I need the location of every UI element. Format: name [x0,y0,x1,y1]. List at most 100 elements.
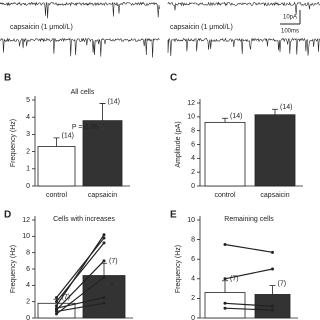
y-tick-label: 2 [26,148,30,155]
y-tick-label: 6 [191,141,195,148]
paired-point [102,233,106,237]
y-tick-label: 4 [26,282,30,289]
paired-point [102,236,106,240]
y-tick-label: 12 [187,100,195,107]
trace [167,37,320,57]
paired-point [102,301,106,305]
y-tick-label: 0 [191,315,195,320]
y-tick-label: 10 [187,217,195,224]
paired-point [223,306,227,310]
scale-label: 100ms [281,29,299,35]
paired-point [102,275,106,279]
y-tick-label: 6 [191,256,195,263]
y-tick-label: 10 [22,233,30,240]
trace-label: capsaicin (1 μmol/L) [170,24,233,31]
paired-point [223,301,227,305]
paired-line [224,268,273,280]
x-tick-label: control [46,192,67,199]
error-bar [53,137,60,147]
n-label: (7) [62,294,71,301]
panel-title: Cells with increases [53,216,115,223]
y-tick-label: 8 [26,250,30,257]
y-tick-label: 4 [191,276,195,283]
y-tick-label: 2 [26,299,30,306]
trace [0,1,160,19]
y-axis-label: Frequency (Hz) [175,245,182,293]
y-tick-label: 10 [187,114,195,121]
panel-letter: D [4,210,11,221]
panel-letter: C [170,73,177,84]
paired-point [55,306,58,310]
error-bar [222,117,228,123]
y-tick-label: 8 [191,128,195,135]
annotation: * [111,283,114,290]
paired-point [55,312,58,316]
paired-line [56,242,105,303]
error-bar [101,262,107,276]
bar [254,114,296,187]
trace-label: capsaicin (1 μmol/L) [10,24,73,31]
panel-letter: B [4,73,11,84]
paired-line [56,302,105,313]
n-label: (7) [230,276,239,283]
bar [204,292,246,319]
n-label: (14) [280,104,292,111]
n-label: (7) [109,258,118,265]
y-tick-label: 1 [26,166,30,173]
paired-line [224,302,273,307]
y-tick-label: 3 [26,131,30,138]
paired-line [56,296,105,309]
y-tick-label: 8 [191,236,195,243]
paired-line [56,260,105,311]
y-tick-label: 0 [26,183,30,190]
paired-point [223,243,227,246]
y-tick-label: 2 [191,169,195,176]
paired-line [56,276,105,315]
paired-line [224,243,273,253]
x-tick-label: capsaicin [260,192,289,199]
paired-point [55,296,58,300]
error-bar [222,280,228,293]
scale-label: 10pA [283,15,297,21]
n-label: (14) [62,133,74,140]
panel-letter: E [170,210,177,221]
trace [0,37,160,58]
bar [82,120,123,187]
paired-point [102,241,106,245]
paired-point [55,300,58,304]
paired-point [55,304,58,308]
y-tick-label: 4 [26,114,30,121]
paired-point [223,277,227,281]
y-axis-label: Amplitude (pA) [175,121,182,167]
paired-point [102,259,106,263]
y-tick-label: 12 [22,217,30,224]
x-tick-label: control [214,192,235,199]
paired-point [271,250,274,254]
n-label: (14) [108,98,120,105]
x-tick-label: capsaicin [88,192,117,199]
annotation: P = 0.06 [72,124,98,131]
paired-point [55,309,58,313]
paired-line [56,237,105,298]
paired-line [56,234,105,307]
bar [204,121,246,187]
y-tick-label: 2 [191,295,195,302]
y-tick-label: 0 [191,183,195,190]
y-tick-label: 4 [191,155,195,162]
y-tick-label: 5 [26,97,30,104]
panel-title: Remaining cells [224,216,274,223]
y-axis-label: Frequency (Hz) [10,119,17,167]
paired-point [271,304,274,308]
n-label: (14) [230,113,242,120]
bar [37,146,76,187]
error-bar [272,108,278,115]
paired-point [271,267,274,271]
panel-title: All cells [71,89,95,96]
y-tick-label: 6 [26,266,30,273]
paired-line [224,307,273,311]
trace [167,1,320,15]
y-axis-label: Frequency (Hz) [10,245,17,293]
error-bar [99,103,106,121]
paired-point [102,296,106,300]
error-bar [269,285,276,295]
